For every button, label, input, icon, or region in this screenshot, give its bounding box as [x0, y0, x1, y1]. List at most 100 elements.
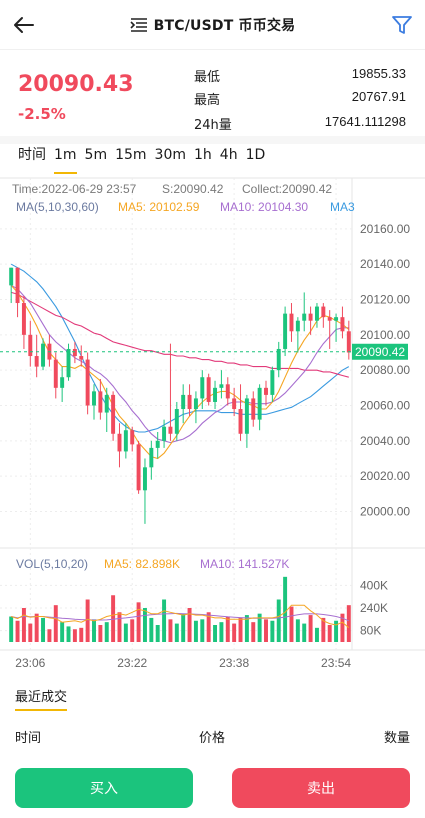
candle-body [136, 444, 141, 491]
candle-body [162, 426, 167, 441]
y-axis-labels: 20160.00 20140.00 20120.00 20100.00 20080.00… [360, 222, 410, 519]
stat-high-value: 20767.91 [351, 89, 406, 104]
tab-30m[interactable]: 30m [154, 147, 186, 163]
volume-bar [308, 615, 313, 642]
candle-body [15, 267, 20, 304]
ma10-legend: MA10: 20104.30 [220, 200, 308, 214]
candle-body [9, 267, 14, 286]
volume-bar [257, 613, 262, 642]
volume-bar [149, 617, 154, 642]
volume-bar [283, 576, 288, 642]
candle-body [302, 313, 307, 321]
y-tick-label: 20140.00 [360, 257, 410, 271]
volume-bar [162, 599, 167, 642]
candle-body [123, 430, 128, 452]
buy-button[interactable]: 买入 [15, 768, 193, 808]
stat-low: 最低 19855.33 [194, 66, 406, 85]
tab-1d[interactable]: 1D [245, 147, 266, 163]
candle-body [251, 398, 256, 420]
candles [9, 267, 351, 524]
info-collect: Collect:20090.42 [242, 182, 332, 196]
kline-chart-svg[interactable]: 20160.00 20140.00 20120.00 20100.00 20080.00… [0, 176, 425, 676]
info-s: S:20090.42 [162, 182, 224, 196]
volume-bar [346, 605, 351, 642]
candle-body [308, 313, 313, 321]
volume-bar [111, 595, 116, 642]
sell-button[interactable]: 卖出 [232, 768, 410, 808]
tab-15m[interactable]: 15m [115, 147, 147, 163]
volume-ma-lines [11, 604, 350, 629]
volume-bar [193, 620, 198, 642]
title-group: BTC/USDT 币币交易 [130, 15, 296, 35]
ma30-line [11, 291, 349, 378]
y-tick-label: 20020.00 [360, 469, 410, 483]
y-tick-label: 20080.00 [360, 363, 410, 377]
candle-body [334, 317, 339, 321]
vol-ma5-line [11, 604, 350, 629]
candle-body [314, 306, 319, 321]
y-tick-label: 20040.00 [360, 434, 410, 448]
candle-body [21, 303, 26, 335]
recent-trades-title[interactable]: 最近成交 [15, 686, 68, 711]
volume-bar [21, 608, 26, 642]
top-bar: BTC/USDT 币币交易 [0, 0, 425, 50]
vol-ma10-line [11, 612, 349, 622]
stat-high: 最高 20767.91 [194, 89, 406, 108]
candle-body [60, 377, 65, 388]
volume-bar [117, 612, 122, 642]
tab-4h[interactable]: 4h [219, 147, 238, 163]
volume-bar [270, 620, 275, 642]
candle-body [206, 377, 211, 402]
candle-body [79, 356, 84, 360]
current-price-label: 20090.42 [355, 345, 405, 359]
col-price: 价格 [199, 731, 226, 746]
current-price-badge [352, 343, 408, 360]
candle-body [232, 398, 237, 410]
y-tick-label: 20100.00 [360, 328, 410, 342]
candle-body [257, 387, 262, 420]
candle-body [244, 398, 249, 434]
chart-marks: 20090.42 [0, 343, 408, 360]
volume-bar [60, 622, 65, 642]
x-tick-label: 23:54 [321, 656, 351, 670]
candle-body [295, 320, 300, 332]
candle-body [174, 409, 179, 434]
volume-bar [302, 623, 307, 642]
tab-1h[interactable]: 1h [194, 147, 212, 163]
volume-bar [72, 629, 77, 642]
price-change: -2.5% [18, 105, 66, 123]
stat-low-value: 19855.33 [351, 66, 406, 81]
vol-tick-label: 400K [360, 578, 388, 592]
back-arrow-icon[interactable] [12, 13, 36, 37]
stat-volume: 24h量 17641.111298 [194, 114, 406, 133]
tab-5m[interactable]: 5m [84, 147, 108, 163]
tab-1m[interactable]: 1m [50, 146, 81, 174]
list-icon [130, 17, 147, 32]
tab-time[interactable]: 时间 [18, 147, 46, 163]
col-qty: 数量 [383, 731, 410, 746]
volume-bar [314, 627, 319, 642]
filter-icon[interactable] [391, 14, 413, 36]
volume-bar [92, 619, 96, 642]
volume-bar [142, 608, 147, 642]
candle-body [72, 348, 77, 357]
ma5-legend: MA5: 20102.59 [118, 200, 200, 214]
col-time: 时间 [15, 731, 42, 746]
candle-body [92, 391, 96, 406]
candle-body [66, 348, 71, 378]
volume-bar [130, 619, 135, 642]
volume-bar [15, 620, 20, 642]
kline-chart[interactable]: 20160.00 20140.00 20120.00 20100.00 20080.00… [0, 176, 425, 676]
vol-legend-label: VOL(5,10,20) [16, 557, 88, 571]
volume-bar [66, 626, 71, 642]
volume-bar [123, 623, 128, 642]
section-divider [0, 136, 425, 144]
candle-body [168, 426, 173, 434]
volume-bar [53, 605, 58, 642]
volume-bar [321, 617, 326, 642]
candle-body [321, 306, 326, 318]
vol-ma5-legend: MA5: 82.898K [104, 557, 180, 571]
volume-bar [251, 622, 256, 642]
volume-bar [264, 619, 268, 642]
candle-body [238, 409, 243, 434]
